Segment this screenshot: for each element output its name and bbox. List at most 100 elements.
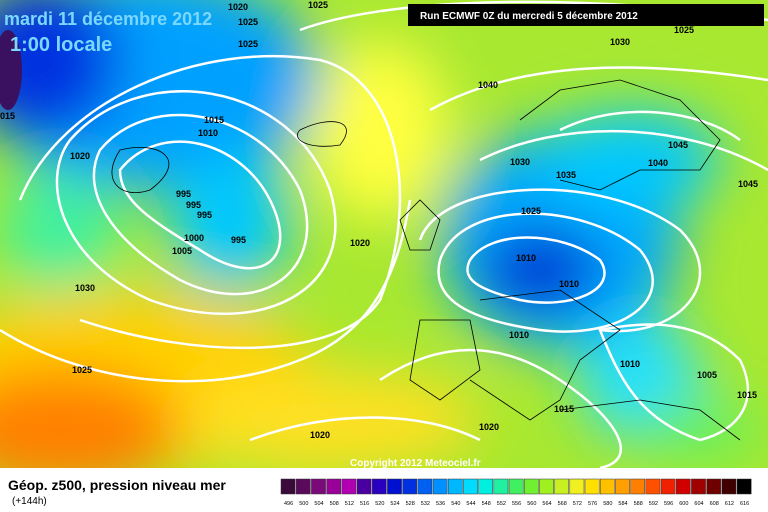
scale-label: 500 [299, 501, 308, 507]
scale-label: 588 [634, 501, 643, 507]
isobar-label: 1025 [238, 17, 258, 27]
scale-label: 592 [649, 501, 658, 507]
scale-swatch [356, 478, 372, 495]
scale-swatch [326, 478, 342, 495]
copyright: Copyright 2012 Meteociel.fr [350, 458, 481, 469]
scale-label: 512 [345, 501, 354, 507]
scale-label: 564 [542, 501, 551, 507]
isobar-label: 1035 [556, 170, 576, 180]
scale-swatch [493, 478, 509, 495]
isobar-label: 1045 [668, 140, 688, 150]
scale-label: 580 [603, 501, 612, 507]
scale-swatch [706, 478, 722, 495]
isobar-label: 995 [176, 189, 191, 199]
scale-label: 604 [694, 501, 703, 507]
isobar-label: 1005 [172, 246, 192, 256]
scale-swatch [523, 478, 539, 495]
scale-swatch [645, 478, 661, 495]
footer-lead: (+144h) [12, 496, 47, 507]
scale-swatch [691, 478, 706, 495]
scale-label: 612 [725, 501, 734, 507]
scale-swatch [463, 478, 478, 495]
isobar-label: 1040 [478, 80, 498, 90]
scale-label: 568 [558, 501, 567, 507]
isobar-label: 1030 [610, 37, 630, 47]
isobar-label: 1015 [554, 404, 574, 414]
scale-label: 556 [512, 501, 521, 507]
scale-label: 504 [314, 501, 323, 507]
isobar-label: 1045 [738, 179, 758, 189]
scale-label: 560 [527, 501, 536, 507]
isobar-label: 995 [186, 200, 201, 210]
scale-label: 544 [466, 501, 475, 507]
scale-label: 548 [482, 501, 491, 507]
scale-swatch [432, 478, 448, 495]
run-text: Run ECMWF 0Z du mercredi 5 décembre 2012 [420, 11, 638, 22]
isobar-label: 1020 [228, 2, 248, 12]
scale-swatch [539, 478, 554, 495]
scale-swatch [402, 478, 418, 495]
isobar-label: 1020 [479, 422, 499, 432]
coastlines [111, 79, 741, 441]
scale-swatch [387, 478, 402, 495]
scale-swatch [447, 478, 463, 495]
isobar-label: 1020 [310, 430, 330, 440]
isobar-label: 1030 [510, 157, 530, 167]
footer-title: Géop. z500, pression niveau mer [8, 477, 226, 493]
scale-label: 608 [710, 501, 719, 507]
isobar-label: 1020 [350, 238, 370, 248]
scale-label: 516 [360, 501, 369, 507]
scale-swatch [554, 478, 570, 495]
scale-swatch [675, 478, 691, 495]
scale-label: 572 [573, 501, 582, 507]
scale-label: 596 [664, 501, 673, 507]
scale-label: 552 [497, 501, 506, 507]
scale-swatch [615, 478, 630, 495]
scale-swatch [371, 478, 387, 495]
isobars [0, 0, 768, 470]
isobar-label: 1010 [516, 253, 536, 263]
scale-label: 520 [375, 501, 384, 507]
scale-swatch [295, 478, 311, 495]
map-title: mardi 11 décembre 2012 [4, 9, 212, 29]
isobar-label: 015 [0, 111, 15, 121]
isobar-label: 1040 [648, 158, 668, 168]
isobar-label: 1010 [620, 359, 640, 369]
scale-swatch [721, 478, 737, 495]
isobar-label: 1010 [559, 279, 579, 289]
map-time: 1:00 locale [10, 34, 112, 56]
isobar-label: 1015 [204, 115, 224, 125]
isobar-label: 1010 [198, 128, 218, 138]
isobar-label: 1030 [75, 283, 95, 293]
isobar-label: 1025 [72, 365, 92, 375]
scale-swatch [341, 478, 357, 495]
scale-swatch [584, 478, 600, 495]
isobar-label: 1020 [70, 151, 90, 161]
isobar-label: 995 [231, 235, 246, 245]
isobar-label: 1025 [674, 25, 694, 35]
scale-swatch [417, 478, 433, 495]
run-box [408, 4, 764, 26]
scale-label: 528 [406, 501, 415, 507]
scale-label: 600 [679, 501, 688, 507]
scale-label: 536 [436, 501, 445, 507]
scale-swatch [630, 478, 646, 495]
scale-label: 616 [740, 501, 749, 507]
isobar-label: 1000 [184, 233, 204, 243]
scale-swatch [280, 478, 296, 495]
scale-label: 584 [618, 501, 627, 507]
isobar-label: 1010 [509, 330, 529, 340]
isobar-label: 1025 [521, 206, 541, 216]
isobar-label: 1025 [238, 39, 258, 49]
scale-label: 576 [588, 501, 597, 507]
scale-swatch [599, 478, 615, 495]
isobar-label: 995 [197, 210, 212, 220]
scale-swatch [569, 478, 585, 495]
scale-label: 524 [390, 501, 399, 507]
scale-swatch [736, 478, 752, 495]
scale-swatch [660, 478, 676, 495]
scale-swatch [478, 478, 494, 495]
scale-swatch [508, 478, 524, 495]
